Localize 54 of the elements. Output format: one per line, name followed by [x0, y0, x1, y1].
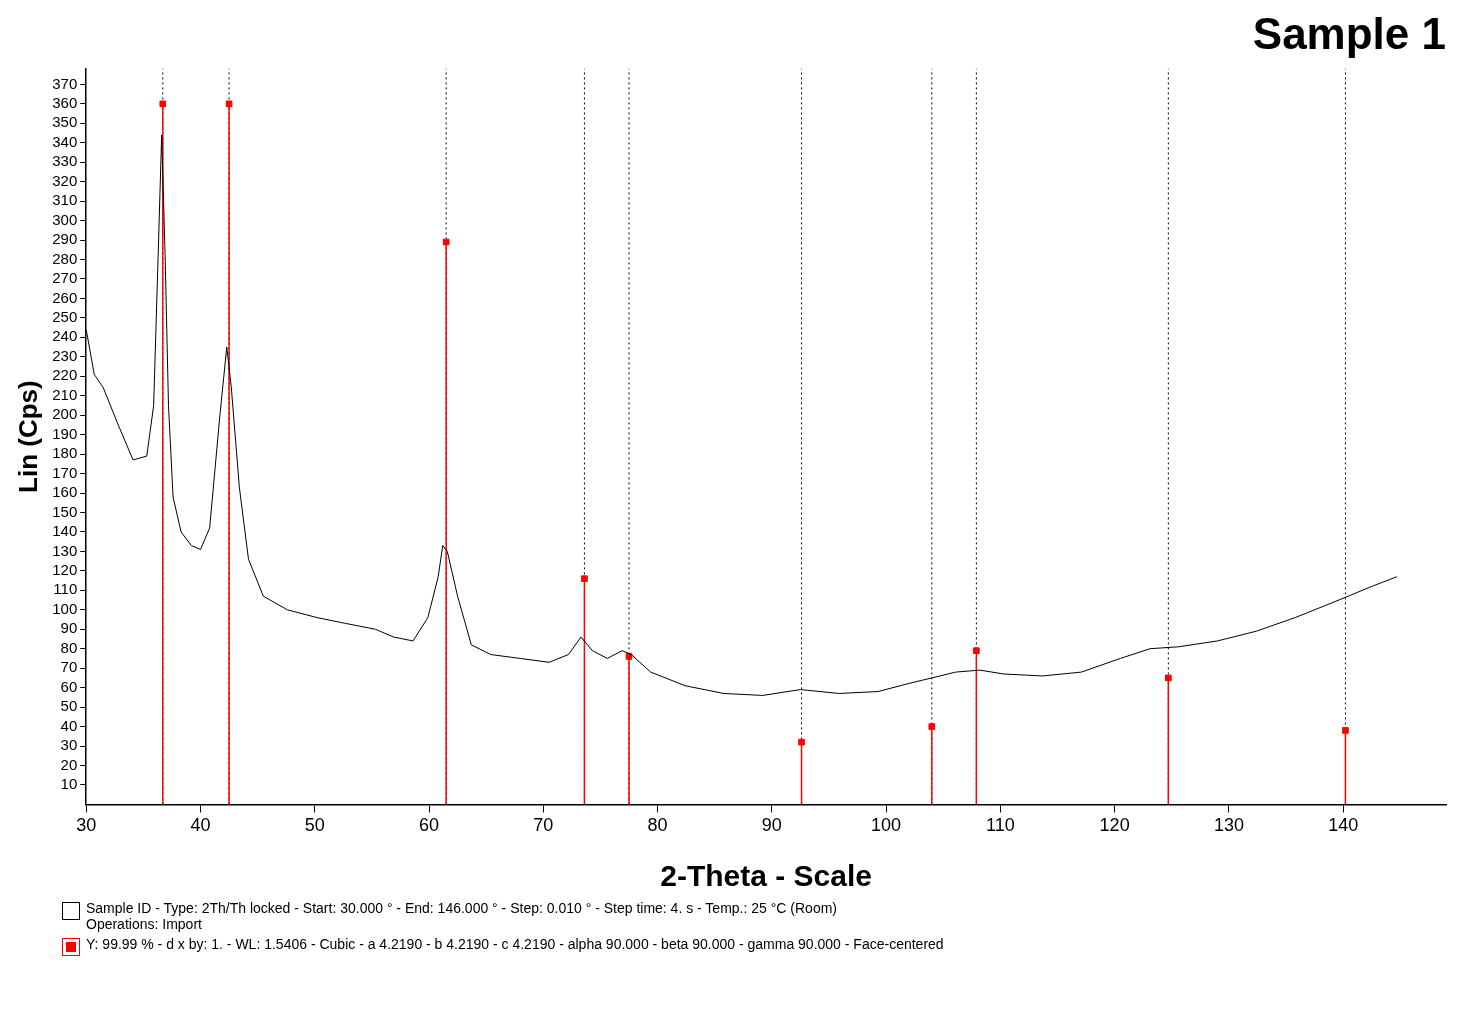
y-tick-label: 310 — [52, 191, 78, 209]
y-tick-label: 30 — [60, 736, 78, 754]
y-tick-label: 170 — [52, 463, 78, 481]
y-tick-label: 360 — [52, 93, 78, 111]
y-tick-label: 260 — [52, 288, 78, 306]
chart-title: Sample 1 — [1252, 8, 1446, 58]
y-tick-label: 230 — [52, 346, 78, 364]
x-axis-title: 2-Theta - Scale — [660, 859, 872, 893]
x-tick-label: 70 — [533, 815, 554, 836]
y-tick-label: 150 — [52, 502, 78, 520]
y-tick-label: 80 — [60, 638, 78, 656]
y-tick-label: 280 — [52, 249, 78, 267]
y-tick-label: 240 — [52, 327, 78, 345]
x-tick-label: 80 — [647, 815, 668, 836]
y-tick-label: 110 — [53, 580, 78, 598]
x-tick-label: 60 — [419, 815, 440, 836]
y-tick-label: 20 — [60, 755, 78, 773]
y-tick-label: 320 — [52, 171, 78, 189]
y-tick-label: 10 — [60, 775, 78, 793]
y-tick-label: 190 — [52, 424, 78, 442]
x-tick-label: 140 — [1328, 815, 1359, 836]
y-tick-label: 340 — [52, 132, 78, 150]
y-tick-label: 160 — [52, 483, 78, 501]
y-tick-label: 270 — [52, 269, 78, 287]
y-tick-label: 130 — [52, 541, 78, 559]
y-tick-label: 210 — [52, 385, 78, 403]
x-tick-label: 40 — [190, 815, 211, 836]
y-tick-label: 120 — [52, 561, 78, 579]
y-tick-label: 290 — [52, 230, 78, 248]
y-tick-label: 220 — [52, 366, 78, 384]
x-tick-label: 30 — [76, 815, 97, 836]
y-tick-label: 140 — [52, 522, 78, 540]
y-tick-label: 180 — [52, 444, 78, 462]
x-tick-label: 100 — [871, 815, 902, 836]
y-tick-label: 100 — [52, 599, 78, 617]
x-tick-label: 130 — [1213, 815, 1244, 836]
y-tick-label: 90 — [60, 619, 78, 637]
y-tick-label: 350 — [52, 113, 78, 131]
y-tick-label: 370 — [52, 74, 78, 92]
y-tick-label: 70 — [60, 658, 78, 676]
y-tick-label: 300 — [52, 210, 78, 228]
y-tick-label: 250 — [52, 308, 78, 326]
y-tick-label: 40 — [60, 716, 78, 734]
x-tick-label: 50 — [304, 815, 325, 836]
x-tick-label: 90 — [761, 815, 782, 836]
y-axis-title: Lin (Cps) — [12, 380, 43, 493]
x-tick-label: 110 — [986, 815, 1015, 836]
legend-label: Y: 99.99 % - d x by: 1. - WL: 1.5406 - Cubic - a 4.2190 - b 4.2190 - c 4.2190 - alpha 90.000 - beta 90.000 - gamma 90.000 - Face-centered — [86, 936, 944, 952]
y-tick-label: 50 — [60, 697, 78, 715]
x-tick-label: 120 — [1099, 815, 1130, 836]
y-tick-label: 200 — [52, 405, 78, 423]
y-tick-label: 60 — [60, 677, 78, 695]
legend-label: Sample ID - Type: 2Th/Th locked - Start: 30.000 ° - End: 146.000 ° - Step: 0.010 ° - Step time: 4. s - Temp.: 25 °C (Room) Operations: Import — [86, 900, 837, 932]
y-tick-label: 330 — [52, 152, 78, 170]
